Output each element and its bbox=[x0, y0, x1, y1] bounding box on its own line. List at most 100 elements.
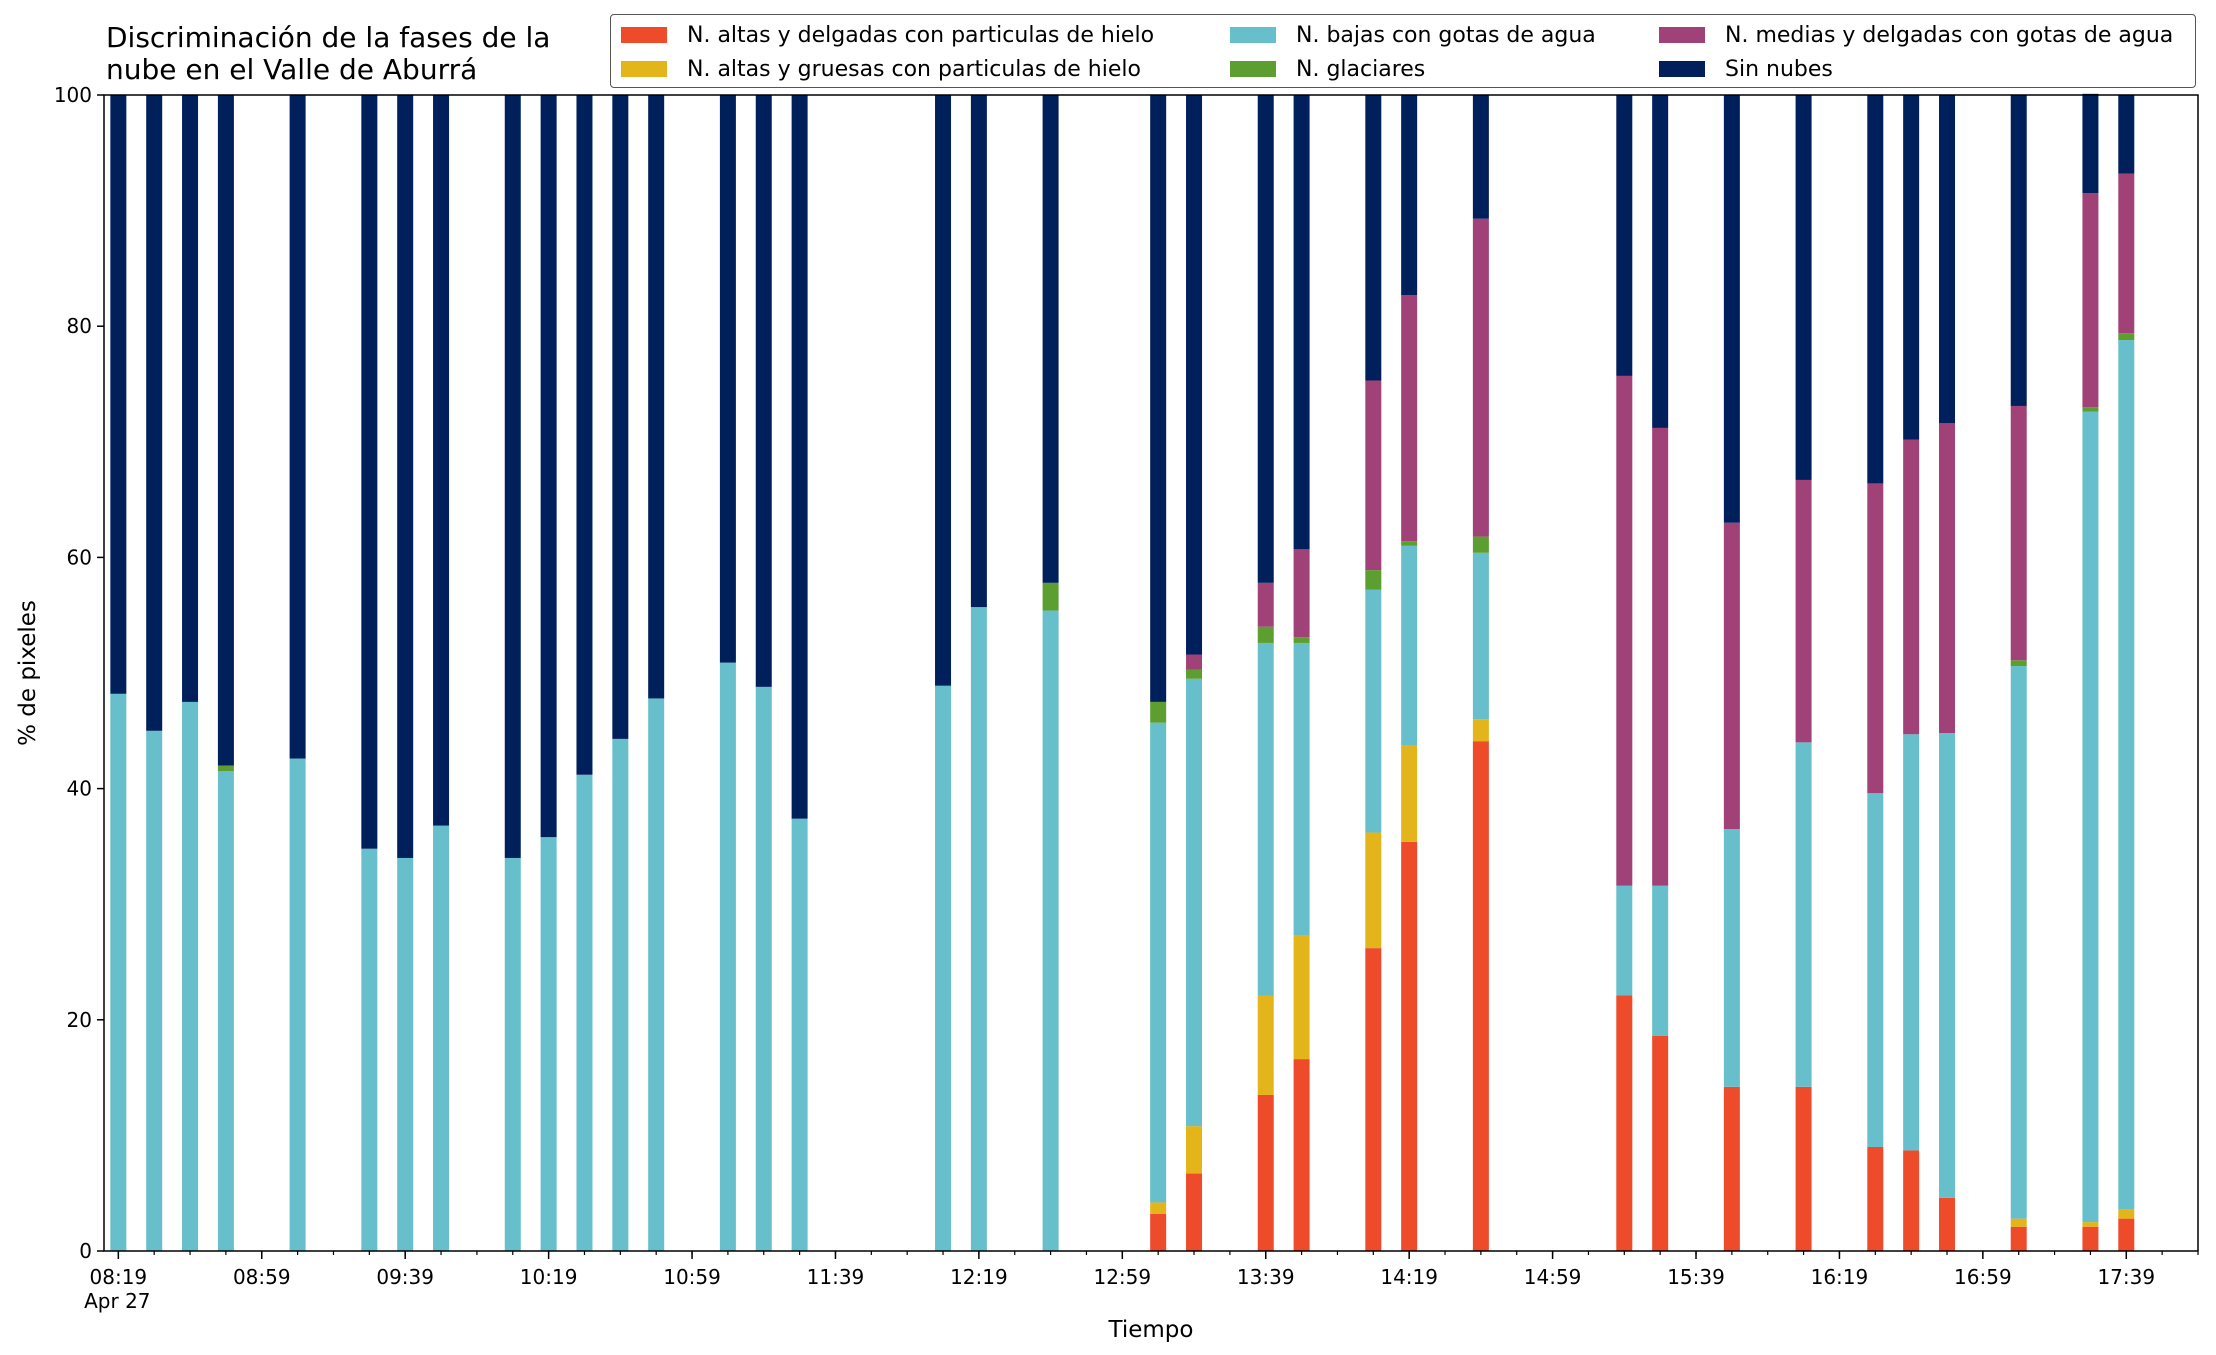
bar-segment bbox=[504, 857, 521, 1251]
bar-segment bbox=[1867, 793, 1884, 1147]
bar-segment bbox=[1257, 1094, 1274, 1251]
x-tick-label: 10:59 bbox=[663, 1265, 721, 1289]
y-tick-label: 40 bbox=[67, 777, 92, 801]
bar-segment bbox=[217, 771, 234, 1251]
bar-segment bbox=[1723, 829, 1740, 1087]
legend-item: Sin nubes bbox=[1659, 52, 2195, 86]
bar-segment bbox=[1186, 654, 1203, 670]
x-tick-label: 12:19 bbox=[950, 1265, 1008, 1289]
bar-segment bbox=[110, 95, 127, 694]
bar-segment bbox=[1150, 95, 1167, 702]
legend-label: N. medias y delgadas con gotas de agua bbox=[1725, 22, 2174, 48]
x-axis-label: Tiempo bbox=[1108, 1317, 1194, 1343]
bar-segment bbox=[289, 95, 306, 759]
bar-segment bbox=[1150, 1202, 1167, 1215]
bar-segment bbox=[1042, 610, 1059, 1251]
bar-segment bbox=[2010, 660, 2027, 667]
x-tick-label: 12:59 bbox=[1093, 1265, 1151, 1289]
bar-segment bbox=[1472, 741, 1489, 1251]
y-tick-label: 20 bbox=[67, 1008, 92, 1032]
legend-swatch bbox=[1659, 61, 1705, 77]
bar-segment bbox=[2010, 1218, 2027, 1227]
bar-segment bbox=[397, 95, 414, 858]
bar-segment bbox=[1401, 545, 1418, 746]
bar-segment bbox=[433, 825, 450, 1251]
bar-segment bbox=[2118, 95, 2135, 174]
bar-segment bbox=[2118, 340, 2135, 1210]
bar-segment bbox=[2082, 411, 2099, 1223]
bar-segment bbox=[182, 95, 199, 702]
bar-segment bbox=[612, 738, 629, 1251]
x-tick-label: 15:39 bbox=[1667, 1265, 1725, 1289]
chart-title: Discriminación de la fases de la nube en… bbox=[106, 21, 551, 86]
x-tick-label: 08:59 bbox=[233, 1265, 291, 1289]
bar-segment bbox=[1867, 483, 1884, 794]
bar-segment bbox=[1616, 375, 1633, 886]
bar-segment bbox=[2118, 1209, 2135, 1219]
bar-segment bbox=[1042, 95, 1059, 583]
bar-segment bbox=[1939, 423, 1956, 734]
bar-segment bbox=[540, 95, 557, 838]
bar-segment bbox=[1652, 885, 1669, 1036]
bar-segment bbox=[1903, 1150, 1920, 1251]
bar-segment bbox=[1795, 742, 1812, 1087]
bar-segment bbox=[1257, 995, 1274, 1095]
bar-segment bbox=[1723, 522, 1740, 830]
bar-segment bbox=[504, 95, 521, 858]
bar-segment bbox=[1365, 589, 1382, 833]
bar-segment bbox=[182, 701, 199, 1251]
bar-segment bbox=[1186, 669, 1203, 679]
bar-segment bbox=[397, 857, 414, 1251]
bar-segment bbox=[2010, 666, 2027, 1219]
bar-segment bbox=[1472, 536, 1489, 553]
bar-segment bbox=[361, 848, 378, 1251]
bar-segment bbox=[1616, 995, 1633, 1251]
bar-segment bbox=[935, 685, 952, 1251]
bar-segment bbox=[648, 95, 665, 699]
bar-segment bbox=[1257, 642, 1274, 996]
y-axis-label: % de pixeles bbox=[15, 600, 41, 746]
bar-segment bbox=[1293, 637, 1310, 643]
bar-segment bbox=[1293, 935, 1310, 1060]
bar-segment bbox=[1616, 95, 1633, 376]
bar-segment bbox=[719, 662, 736, 1251]
bar-segment bbox=[1186, 1173, 1203, 1251]
legend-label: N. glaciares bbox=[1296, 56, 1426, 82]
x-tick-label: 11:39 bbox=[807, 1265, 865, 1289]
bar-segment bbox=[289, 758, 306, 1251]
bar-segment bbox=[1293, 95, 1310, 550]
bar-segment bbox=[1401, 841, 1418, 1251]
bar-segment bbox=[433, 95, 450, 826]
y-tick-label: 80 bbox=[67, 314, 92, 338]
legend: N. altas y delgadas con particulas de hi… bbox=[610, 14, 2196, 88]
bar-segment bbox=[1365, 832, 1382, 949]
bar-segment bbox=[1293, 1059, 1310, 1251]
legend-label: N. altas y delgadas con particulas de hi… bbox=[687, 22, 1155, 48]
bar-segment bbox=[146, 730, 163, 1251]
y-tick-label: 100 bbox=[54, 83, 92, 107]
legend-item: N. altas y delgadas con particulas de hi… bbox=[621, 18, 1230, 52]
bar-segment bbox=[2082, 1226, 2099, 1251]
x-tick-label: 14:19 bbox=[1380, 1265, 1438, 1289]
bar-group bbox=[110, 93, 2135, 1251]
bar-segment bbox=[791, 818, 808, 1251]
x-tick-label: 08:19 bbox=[90, 1265, 148, 1289]
bar-segment bbox=[1401, 745, 1418, 842]
bar-segment bbox=[1472, 719, 1489, 742]
bar-segment bbox=[648, 698, 665, 1251]
legend-swatch bbox=[1230, 27, 1276, 43]
bar-segment bbox=[1795, 479, 1812, 743]
bar-segment bbox=[1150, 701, 1167, 723]
bar-segment bbox=[2118, 333, 2135, 341]
bar-segment bbox=[1867, 95, 1884, 484]
bar-segment bbox=[1150, 722, 1167, 1203]
bar-segment bbox=[1903, 734, 1920, 1151]
bar-segment bbox=[1186, 95, 1203, 655]
bar-segment bbox=[1042, 582, 1059, 611]
y-tick-label: 0 bbox=[79, 1239, 92, 1263]
bar-segment bbox=[1472, 218, 1489, 537]
bar-segment bbox=[1472, 95, 1489, 219]
bar-segment bbox=[2010, 405, 2027, 661]
